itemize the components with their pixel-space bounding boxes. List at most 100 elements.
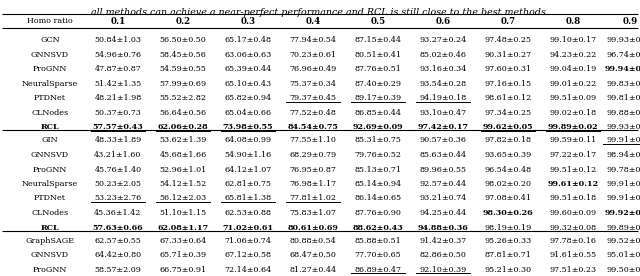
Text: PTDNet: PTDNet xyxy=(34,195,66,203)
Text: GraphSAGE: GraphSAGE xyxy=(26,237,74,245)
Text: 97.42±0.17: 97.42±0.17 xyxy=(417,123,468,131)
Text: 54.90±1.16: 54.90±1.16 xyxy=(225,151,271,159)
Text: 95.26±0.33: 95.26±0.33 xyxy=(484,237,532,245)
Text: NeuralSparse: NeuralSparse xyxy=(22,80,78,88)
Text: GIN: GIN xyxy=(42,137,58,145)
Text: 80.51±0.41: 80.51±0.41 xyxy=(355,51,401,59)
Text: 93.10±0.47: 93.10±0.47 xyxy=(419,109,467,117)
Text: 91.61±0.55: 91.61±0.55 xyxy=(549,251,596,259)
Text: 53.23±2.76: 53.23±2.76 xyxy=(94,195,141,203)
Text: 72.14±0.64: 72.14±0.64 xyxy=(225,266,271,274)
Text: 94.88±0.36: 94.88±0.36 xyxy=(418,224,468,232)
Text: 99.78±0.05: 99.78±0.05 xyxy=(607,166,640,174)
Text: 98.30±0.26: 98.30±0.26 xyxy=(483,209,533,217)
Text: 79.76±0.52: 79.76±0.52 xyxy=(355,151,401,159)
Text: ProGNN: ProGNN xyxy=(33,166,67,174)
Text: 65.81±1.38: 65.81±1.38 xyxy=(225,195,271,203)
Text: 54.96±0.76: 54.96±0.76 xyxy=(95,51,141,59)
Text: 51.10±1.15: 51.10±1.15 xyxy=(159,209,207,217)
Text: 67.12±0.58: 67.12±0.58 xyxy=(225,251,271,259)
Text: RCL: RCL xyxy=(41,224,60,232)
Text: 99.51±0.12: 99.51±0.12 xyxy=(549,166,596,174)
Text: 94.25±0.44: 94.25±0.44 xyxy=(419,209,467,217)
Text: 50.23±2.05: 50.23±2.05 xyxy=(95,180,141,188)
Text: 87.76±0.90: 87.76±0.90 xyxy=(355,209,401,217)
Text: 93.16±0.34: 93.16±0.34 xyxy=(419,65,467,73)
Text: 75.83±1.07: 75.83±1.07 xyxy=(289,209,337,217)
Text: 48.33±1.89: 48.33±1.89 xyxy=(94,137,141,145)
Text: CLNodes: CLNodes xyxy=(31,209,68,217)
Text: 67.33±0.64: 67.33±0.64 xyxy=(159,237,207,245)
Text: 62.57±0.55: 62.57±0.55 xyxy=(95,237,141,245)
Text: 0.2: 0.2 xyxy=(175,17,191,25)
Text: RCL: RCL xyxy=(41,123,60,131)
Text: 58.57±2.09: 58.57±2.09 xyxy=(95,266,141,274)
Text: 87.15±0.44: 87.15±0.44 xyxy=(355,36,401,44)
Text: 99.10±0.17: 99.10±0.17 xyxy=(549,36,596,44)
Text: 86.89±0.47: 86.89±0.47 xyxy=(355,266,401,274)
Text: 56.12±2.03: 56.12±2.03 xyxy=(159,195,207,203)
Text: NeuralSparse: NeuralSparse xyxy=(22,180,78,188)
Text: 86.14±0.65: 86.14±0.65 xyxy=(355,195,401,203)
Text: 65.39±0.44: 65.39±0.44 xyxy=(225,65,271,73)
Text: 98.19±0.19: 98.19±0.19 xyxy=(484,224,532,232)
Text: 76.95±0.87: 76.95±0.87 xyxy=(289,166,337,174)
Text: 99.62±0.05: 99.62±0.05 xyxy=(483,123,533,131)
Text: 94.23±0.22: 94.23±0.22 xyxy=(549,51,596,59)
Text: ProGNN: ProGNN xyxy=(33,65,67,73)
Text: 73.98±0.55: 73.98±0.55 xyxy=(223,123,273,131)
Text: 99.93±0.03: 99.93±0.03 xyxy=(606,36,640,44)
Text: 57.57±0.43: 57.57±0.43 xyxy=(93,123,143,131)
Text: 75.37±0.34: 75.37±0.34 xyxy=(289,80,337,88)
Text: 99.04±0.19: 99.04±0.19 xyxy=(549,65,596,73)
Text: GNNSVD: GNNSVD xyxy=(31,51,69,59)
Text: 52.96±1.01: 52.96±1.01 xyxy=(159,166,207,174)
Text: GNNSVD: GNNSVD xyxy=(31,251,69,259)
Text: 43.21±1.60: 43.21±1.60 xyxy=(94,151,141,159)
Text: 0.6: 0.6 xyxy=(435,17,451,25)
Text: 96.54±0.48: 96.54±0.48 xyxy=(484,166,532,174)
Text: 97.34±0.25: 97.34±0.25 xyxy=(484,109,532,117)
Text: 90.57±0.36: 90.57±0.36 xyxy=(419,137,467,145)
Text: 70.23±0.61: 70.23±0.61 xyxy=(289,51,337,59)
Text: 98.02±0.20: 98.02±0.20 xyxy=(484,180,531,188)
Text: 85.02±0.46: 85.02±0.46 xyxy=(419,51,467,59)
Text: 99.51±0.09: 99.51±0.09 xyxy=(549,94,596,102)
Text: 99.51±0.18: 99.51±0.18 xyxy=(549,195,596,203)
Text: 62.06±0.28: 62.06±0.28 xyxy=(157,123,208,131)
Text: 97.22±0.17: 97.22±0.17 xyxy=(549,151,596,159)
Text: 95.21±0.30: 95.21±0.30 xyxy=(484,266,532,274)
Text: 68.29±0.79: 68.29±0.79 xyxy=(289,151,337,159)
Text: 45.36±1.42: 45.36±1.42 xyxy=(94,209,141,217)
Text: 0.5: 0.5 xyxy=(371,17,385,25)
Text: 99.81±0.05: 99.81±0.05 xyxy=(607,94,640,102)
Text: 0.9: 0.9 xyxy=(623,17,637,25)
Text: 99.88±0.04: 99.88±0.04 xyxy=(607,109,640,117)
Text: 62.81±0.75: 62.81±0.75 xyxy=(225,180,271,188)
Text: 71.06±0.74: 71.06±0.74 xyxy=(225,237,271,245)
Text: 56.50±0.50: 56.50±0.50 xyxy=(159,36,206,44)
Text: 80.61±0.69: 80.61±0.69 xyxy=(287,224,339,232)
Text: 45.68±1.66: 45.68±1.66 xyxy=(159,151,207,159)
Text: 97.51±0.23: 97.51±0.23 xyxy=(549,266,596,274)
Text: 66.75±0.91: 66.75±0.91 xyxy=(159,266,207,274)
Text: 84.54±0.75: 84.54±0.75 xyxy=(287,123,339,131)
Text: 85.31±0.75: 85.31±0.75 xyxy=(355,137,401,145)
Text: GCN: GCN xyxy=(40,36,60,44)
Text: 87.40±0.29: 87.40±0.29 xyxy=(355,80,401,88)
Text: 79.37±0.45: 79.37±0.45 xyxy=(289,94,337,102)
Text: 50.84±1.03: 50.84±1.03 xyxy=(95,36,141,44)
Text: 0.7: 0.7 xyxy=(500,17,516,25)
Text: 85.88±0.51: 85.88±0.51 xyxy=(355,237,401,245)
Text: 77.81±1.02: 77.81±1.02 xyxy=(289,195,337,203)
Text: 99.92±0.03: 99.92±0.03 xyxy=(605,209,640,217)
Text: 90.31±0.27: 90.31±0.27 xyxy=(484,51,532,59)
Text: 65.10±0.43: 65.10±0.43 xyxy=(225,80,271,88)
Text: 99.91±0.02: 99.91±0.02 xyxy=(606,137,640,145)
Text: 99.50±0.11: 99.50±0.11 xyxy=(607,266,640,274)
Text: 96.74±0.23: 96.74±0.23 xyxy=(606,51,640,59)
Text: 53.62±1.39: 53.62±1.39 xyxy=(159,137,207,145)
Text: 99.91±0.03: 99.91±0.03 xyxy=(606,195,640,203)
Text: 99.93±0.06: 99.93±0.06 xyxy=(606,123,640,131)
Text: 85.13±0.71: 85.13±0.71 xyxy=(355,166,401,174)
